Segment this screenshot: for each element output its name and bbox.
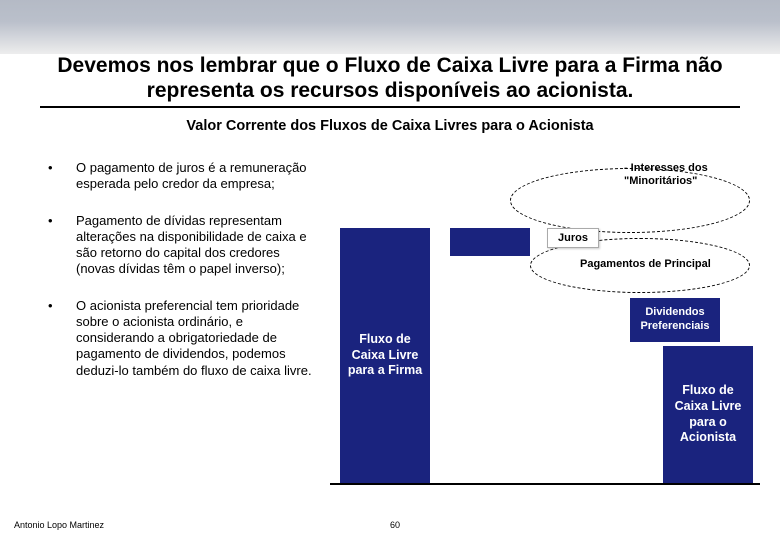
cashflow-diagram: -Interesses dos "Minoritários" Fluxo de … <box>330 158 760 498</box>
bullet-text: O pagamento de juros é a remuneração esp… <box>76 160 318 193</box>
bullet-dot: • <box>48 298 76 379</box>
list-item: • O acionista preferencial tem prioridad… <box>48 298 318 379</box>
list-item: • O pagamento de juros é a remuneração e… <box>48 160 318 193</box>
bar-acionista-label: Fluxo de Caixa Livre para o Acionista <box>667 383 749 446</box>
annot-interesses: -Interesses dos "Minoritários" <box>624 162 760 187</box>
list-item: • Pagamento de dívidas representam alter… <box>48 213 318 278</box>
footer-author: Antonio Lopo Martinez <box>14 520 104 530</box>
slide-title: Devemos nos lembrar que o Fluxo de Caixa… <box>40 53 740 108</box>
label-pagamentos: Pagamentos de Principal <box>580 258 711 271</box>
bullet-dot: • <box>48 213 76 278</box>
bullet-list: • O pagamento de juros é a remuneração e… <box>48 160 318 399</box>
bar-firm: Fluxo de Caixa Livre para a Firma <box>340 228 430 483</box>
bar-juros <box>450 228 530 256</box>
bar-firm-label: Fluxo de Caixa Livre para a Firma <box>344 332 426 379</box>
diagram-baseline <box>330 483 760 485</box>
slide-subtitle: Valor Corrente dos Fluxos de Caixa Livre… <box>40 118 740 134</box>
header-decoration <box>0 0 780 54</box>
footer-page-number: 60 <box>390 520 400 530</box>
bullet-text: Pagamento de dívidas representam alteraç… <box>76 213 318 278</box>
bar-dividendos-label: Dividendos Preferenciais <box>634 306 716 334</box>
bullet-text: O acionista preferencial tem prioridade … <box>76 298 318 379</box>
bullet-dot: • <box>48 160 76 193</box>
bar-dividendos: Dividendos Preferenciais <box>630 298 720 342</box>
bar-acionista: Fluxo de Caixa Livre para o Acionista <box>663 346 753 483</box>
juros-label-box: Juros <box>547 228 599 248</box>
